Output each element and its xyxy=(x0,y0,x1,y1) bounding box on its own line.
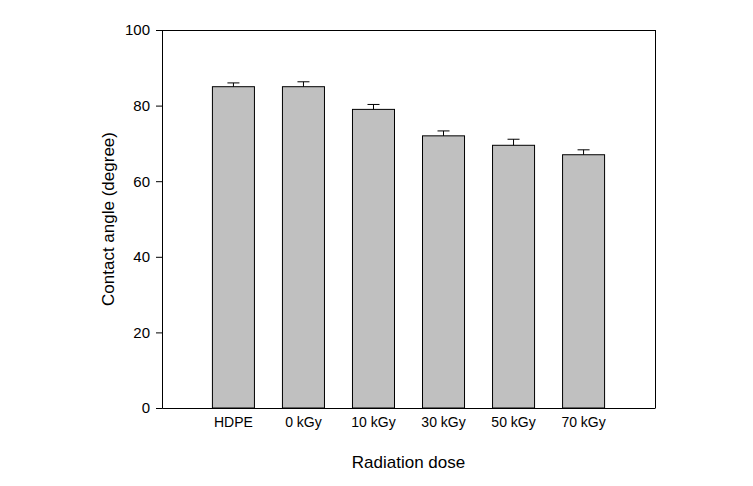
bar xyxy=(352,109,394,408)
error-cap xyxy=(297,81,309,82)
y-axis-line xyxy=(156,31,163,409)
y-tick: 60 xyxy=(133,173,162,190)
y-tick-mark xyxy=(156,30,162,31)
x-tick-label: 0 kGy xyxy=(285,414,322,430)
x-tick-label: 10 kGy xyxy=(351,414,395,430)
x-tick-label: 50 kGy xyxy=(491,414,535,430)
y-tick-label: 40 xyxy=(133,248,150,265)
error-cap xyxy=(367,104,379,105)
y-tick-mark xyxy=(156,106,162,107)
y-axis: 0 20 40 60 80 100 xyxy=(125,21,163,416)
x-axis-line xyxy=(163,408,656,409)
y-tick-mark xyxy=(156,332,162,333)
x-tick: 10 kGy xyxy=(351,414,395,430)
x-tick: 30 kGy xyxy=(421,414,465,430)
bar xyxy=(212,87,254,408)
error-cap xyxy=(227,82,239,83)
x-tick: HDPE xyxy=(214,414,253,430)
error-cap xyxy=(438,130,450,131)
x-tick: 50 kGy xyxy=(491,414,535,430)
error-stem xyxy=(583,150,584,155)
error-cap xyxy=(508,139,520,140)
y-tick: 80 xyxy=(133,97,162,114)
bar xyxy=(493,145,535,408)
x-tick-label: HDPE xyxy=(214,414,253,430)
frame xyxy=(162,30,656,408)
frame-right xyxy=(655,30,656,408)
y-axis-title: Contact angle (degree) xyxy=(99,132,118,306)
y-tick-label: 0 xyxy=(142,399,150,416)
error-bar xyxy=(297,82,309,87)
error-cap xyxy=(578,149,590,150)
error-bar xyxy=(578,150,590,155)
y-tick-label: 20 xyxy=(133,324,150,341)
error-bar xyxy=(438,131,450,136)
error-stem xyxy=(513,139,514,145)
x-axis: HDPE 0 kGy 10 kGy 30 kGy 50 kGy 70 kGy xyxy=(163,409,656,430)
y-tick-mark xyxy=(156,408,162,409)
error-stem xyxy=(373,104,374,109)
y-tick-label: 100 xyxy=(125,21,150,38)
error-bars xyxy=(227,82,589,155)
y-tick-label: 80 xyxy=(133,97,150,114)
bar xyxy=(282,87,324,408)
y-tick-mark xyxy=(156,257,162,258)
chart: 0 20 40 60 80 100 HDPE 0 kGy 10 kGy 30 kGy 50 kGy 7… xyxy=(0,0,753,486)
x-tick: 70 kGy xyxy=(561,414,605,430)
error-bar xyxy=(227,83,239,87)
x-tick-label: 30 kGy xyxy=(421,414,465,430)
x-tick: 0 kGy xyxy=(285,414,322,430)
y-tick: 0 xyxy=(142,399,162,416)
y-tick-mark xyxy=(156,181,162,182)
error-stem xyxy=(443,131,444,136)
x-tick-label: 70 kGy xyxy=(561,414,605,430)
error-bar xyxy=(367,104,379,109)
y-tick-label: 60 xyxy=(133,173,150,190)
plot-area xyxy=(212,82,604,408)
x-axis-title: Radiation dose xyxy=(352,453,465,472)
error-stem xyxy=(233,83,234,87)
y-tick: 40 xyxy=(133,248,162,265)
bar xyxy=(563,155,605,408)
error-bar xyxy=(508,139,520,145)
error-stem xyxy=(303,82,304,87)
y-tick: 100 xyxy=(125,21,162,38)
bar xyxy=(423,136,465,408)
y-tick: 20 xyxy=(133,324,162,341)
frame-top xyxy=(162,30,655,31)
